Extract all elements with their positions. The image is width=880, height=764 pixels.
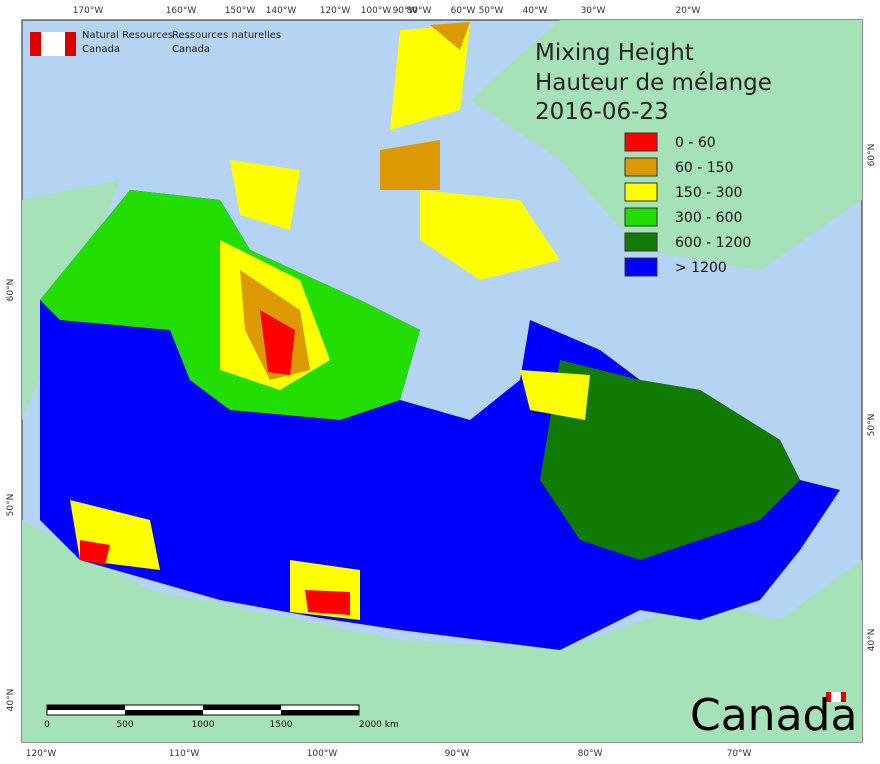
legend-label: 600 - 1200 [675, 235, 751, 251]
legend-swatch [624, 157, 658, 177]
graticule-label: 120°W [320, 6, 351, 16]
legend-swatch [624, 232, 658, 252]
agency-name: Ressources naturelles [172, 30, 281, 41]
graticule-label: 80°W [578, 749, 603, 759]
graticule-label: 120°W [26, 749, 57, 759]
legend-label: 300 - 600 [675, 210, 742, 226]
legend-label: 0 - 60 [675, 135, 716, 151]
scale-label: 2000 km [359, 720, 399, 730]
legend-label: 150 - 300 [675, 185, 742, 201]
agency-name: Canada [172, 44, 210, 55]
graticule-label: 80°W [407, 6, 432, 16]
scale-label: 1500 [270, 720, 293, 730]
graticule-label: 40°N [867, 629, 877, 652]
map-title: Mixing Height [535, 40, 694, 66]
graticule-label: 20°W [676, 6, 701, 16]
graticule-label: 170°W [73, 6, 104, 16]
graticule-label: 160°W [166, 6, 197, 16]
legend-label: > 1200 [675, 260, 727, 276]
graticule-label: 90°W [445, 749, 470, 759]
graticule-label: 40°W [523, 6, 548, 16]
legend-swatch [624, 207, 658, 227]
scale-label: 0 [44, 720, 50, 730]
scale-bar [46, 704, 360, 716]
map-title: Hauteur de mélange [535, 70, 772, 96]
graticule-label: 50°N [6, 494, 16, 517]
graticule-label: 90°W [393, 6, 418, 16]
graticule-label: 140°W [266, 6, 297, 16]
graticule-label: 110°W [169, 749, 200, 759]
graticule-label: 70°W [727, 749, 752, 759]
legend-swatch [624, 182, 658, 202]
graticule-label: 50°W [479, 6, 504, 16]
legend-label: 60 - 150 [675, 160, 734, 176]
legend-swatch [624, 132, 658, 152]
wordmark: Canada [690, 690, 857, 741]
land [22, 20, 862, 742]
scale-label: 500 [116, 720, 133, 730]
graticule-label: 60°N [6, 279, 16, 302]
graticule-label: 150°W [225, 6, 256, 16]
legend-swatch [624, 257, 658, 277]
graticule-label: 50°N [867, 414, 877, 437]
map-title: 2016-06-23 [535, 99, 669, 125]
flag [831, 692, 841, 702]
graticule-label: 100°W [361, 6, 392, 16]
scale-label: 1000 [192, 720, 215, 730]
graticule-label: 40°N [6, 689, 16, 712]
flag [41, 32, 65, 56]
agency-name: Canada [82, 44, 120, 55]
graticule-label: 100°W [307, 749, 338, 759]
agency-name: Natural Resources [82, 30, 173, 41]
graticule-label: 60°W [451, 6, 476, 16]
graticule-label: 60°N [867, 144, 877, 167]
graticule-label: 30°W [581, 6, 606, 16]
